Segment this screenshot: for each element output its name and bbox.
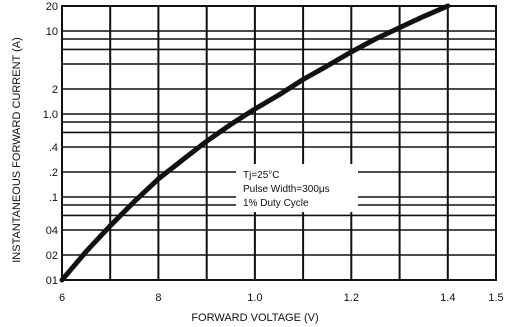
y-tick-label: 02 (46, 250, 58, 262)
annotation-box (236, 164, 358, 212)
x-axis-label: FORWARD VOLTAGE (V) (191, 312, 318, 324)
y-tick-labels: 01 02 04 .1 .2 .4 1.0 2 10 20 (43, 1, 58, 287)
y-tick-label: .4 (49, 142, 58, 154)
x-tick-label: 1.5 (488, 292, 503, 304)
y-axis-label: INSTANTANEOUS FORWARD CURRENT (A) (11, 37, 23, 263)
x-tick-label: 6 (59, 292, 65, 304)
y-tick-label: .1 (49, 192, 58, 204)
x-tick-label: 1.2 (344, 292, 359, 304)
y-tick-label: 01 (46, 275, 58, 287)
series-layer (59, 3, 451, 283)
x-tick-label: 8 (155, 292, 161, 304)
x-tick-labels: 6 8 1.0 1.2 1.4 1.5 (59, 292, 504, 304)
y-tick-label: 2 (52, 84, 58, 96)
y-tick-label: 1.0 (43, 109, 58, 121)
x-tick-label: 1.0 (247, 292, 262, 304)
y-tick-label: .2 (49, 167, 58, 179)
y-tick-label: 04 (46, 225, 58, 237)
plot-frame (61, 5, 497, 281)
annotation-line-1: Tj=25°C (243, 170, 280, 181)
grid (62, 6, 496, 280)
annotation-line-3: 1% Duty Cycle (243, 198, 309, 209)
y-tick-label: 20 (46, 1, 58, 13)
series-line (59, 3, 451, 283)
x-tick-label: 1.4 (440, 292, 455, 304)
annotation-line-2: Pulse Width=300μs (243, 184, 330, 195)
y-tick-label: 10 (46, 26, 58, 38)
